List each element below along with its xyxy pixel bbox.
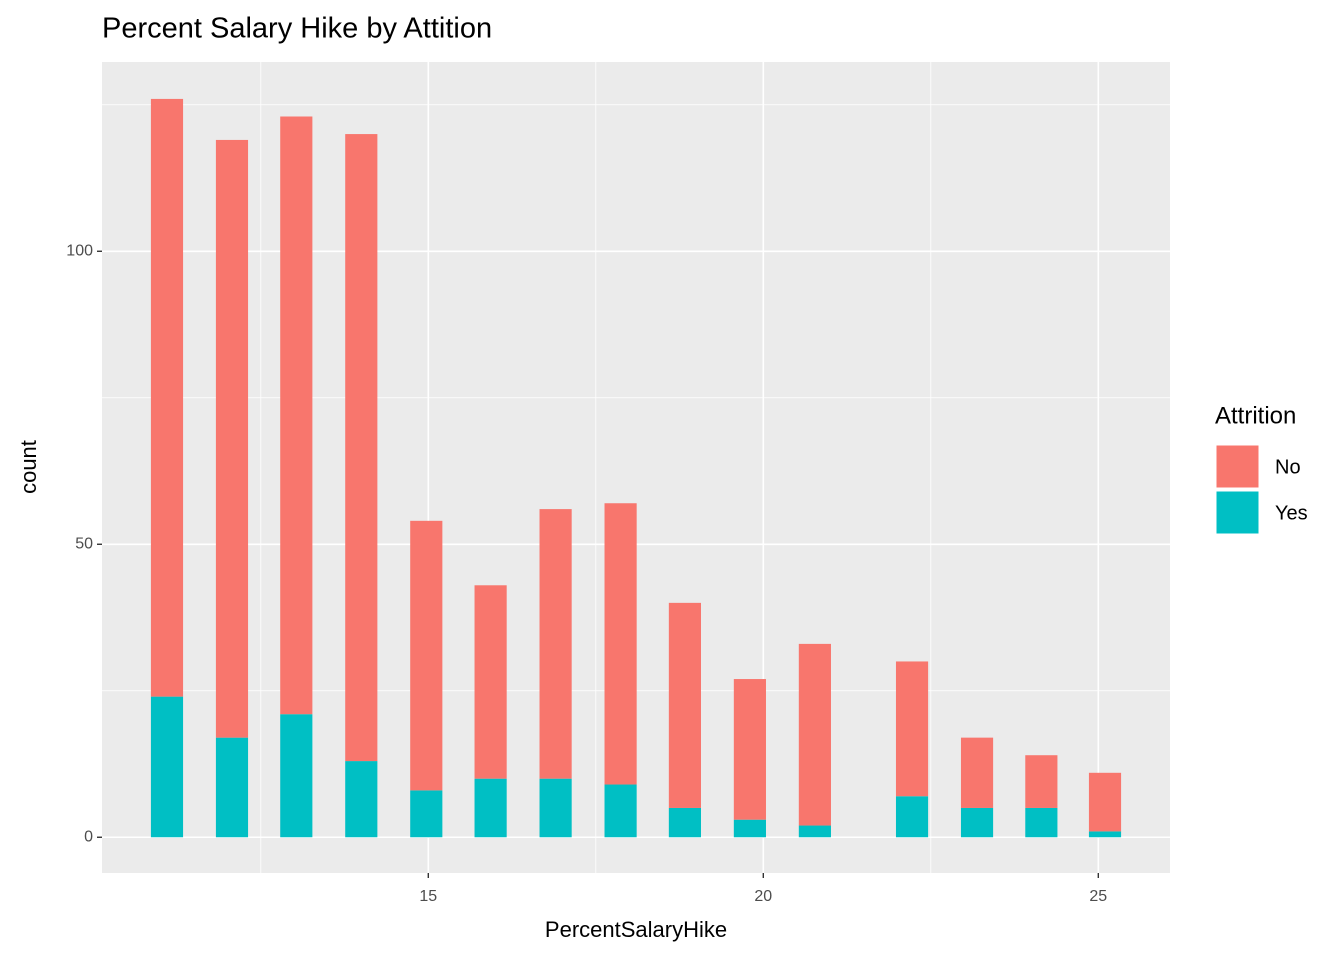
axes: 15 20 25 0 50 100 xyxy=(66,242,1107,905)
bar-segment xyxy=(668,807,701,838)
chart-title: Percent Salary Hike by Attition xyxy=(102,13,492,45)
legend-title: Attrition xyxy=(1215,402,1296,429)
bar-segment xyxy=(345,134,378,762)
bar-segment xyxy=(1025,755,1058,808)
bar-segment xyxy=(410,790,443,838)
bar-segment xyxy=(733,679,766,820)
bar-segment xyxy=(960,807,994,838)
bar-segment xyxy=(960,737,994,808)
bar-segment xyxy=(604,503,637,785)
x-axis-title: PercentSalaryHike xyxy=(545,917,727,942)
bar-segment xyxy=(668,602,701,808)
bar-segment xyxy=(895,796,929,838)
bar-segment xyxy=(798,643,831,826)
x-tick-label: 15 xyxy=(419,888,437,905)
bar-segment xyxy=(410,520,443,791)
bar-segment xyxy=(215,737,249,838)
legend-key xyxy=(1215,444,1260,489)
bar-segment xyxy=(474,585,507,779)
y-tick-label: 0 xyxy=(84,828,93,845)
bar-segment xyxy=(150,696,184,838)
y-axis-title: count xyxy=(16,440,41,494)
y-tick-label: 100 xyxy=(66,242,93,259)
bar-segment xyxy=(280,116,313,715)
x-tick-label: 25 xyxy=(1089,888,1107,905)
bar-segment xyxy=(150,98,184,697)
y-tick-label: 50 xyxy=(75,535,93,552)
legend-label: No xyxy=(1275,456,1301,478)
bar-segment xyxy=(280,714,313,838)
bar-segment xyxy=(215,139,249,738)
legend: Attrition No Yes xyxy=(1215,402,1308,535)
bar-segment xyxy=(733,819,766,838)
bars xyxy=(150,98,1122,838)
x-tick-label: 20 xyxy=(754,888,772,905)
bar-segment xyxy=(604,784,637,838)
bar-segment xyxy=(539,778,572,838)
legend-label: Yes xyxy=(1275,502,1308,524)
bar-segment xyxy=(345,761,378,838)
bar-segment xyxy=(1088,831,1122,838)
bar-segment xyxy=(798,825,831,838)
bar-segment xyxy=(1088,772,1122,832)
bar-segment xyxy=(1025,807,1058,838)
bar-segment xyxy=(895,661,929,797)
legend-key xyxy=(1215,490,1260,535)
bar-segment xyxy=(539,509,572,779)
bar-segment xyxy=(474,778,507,838)
